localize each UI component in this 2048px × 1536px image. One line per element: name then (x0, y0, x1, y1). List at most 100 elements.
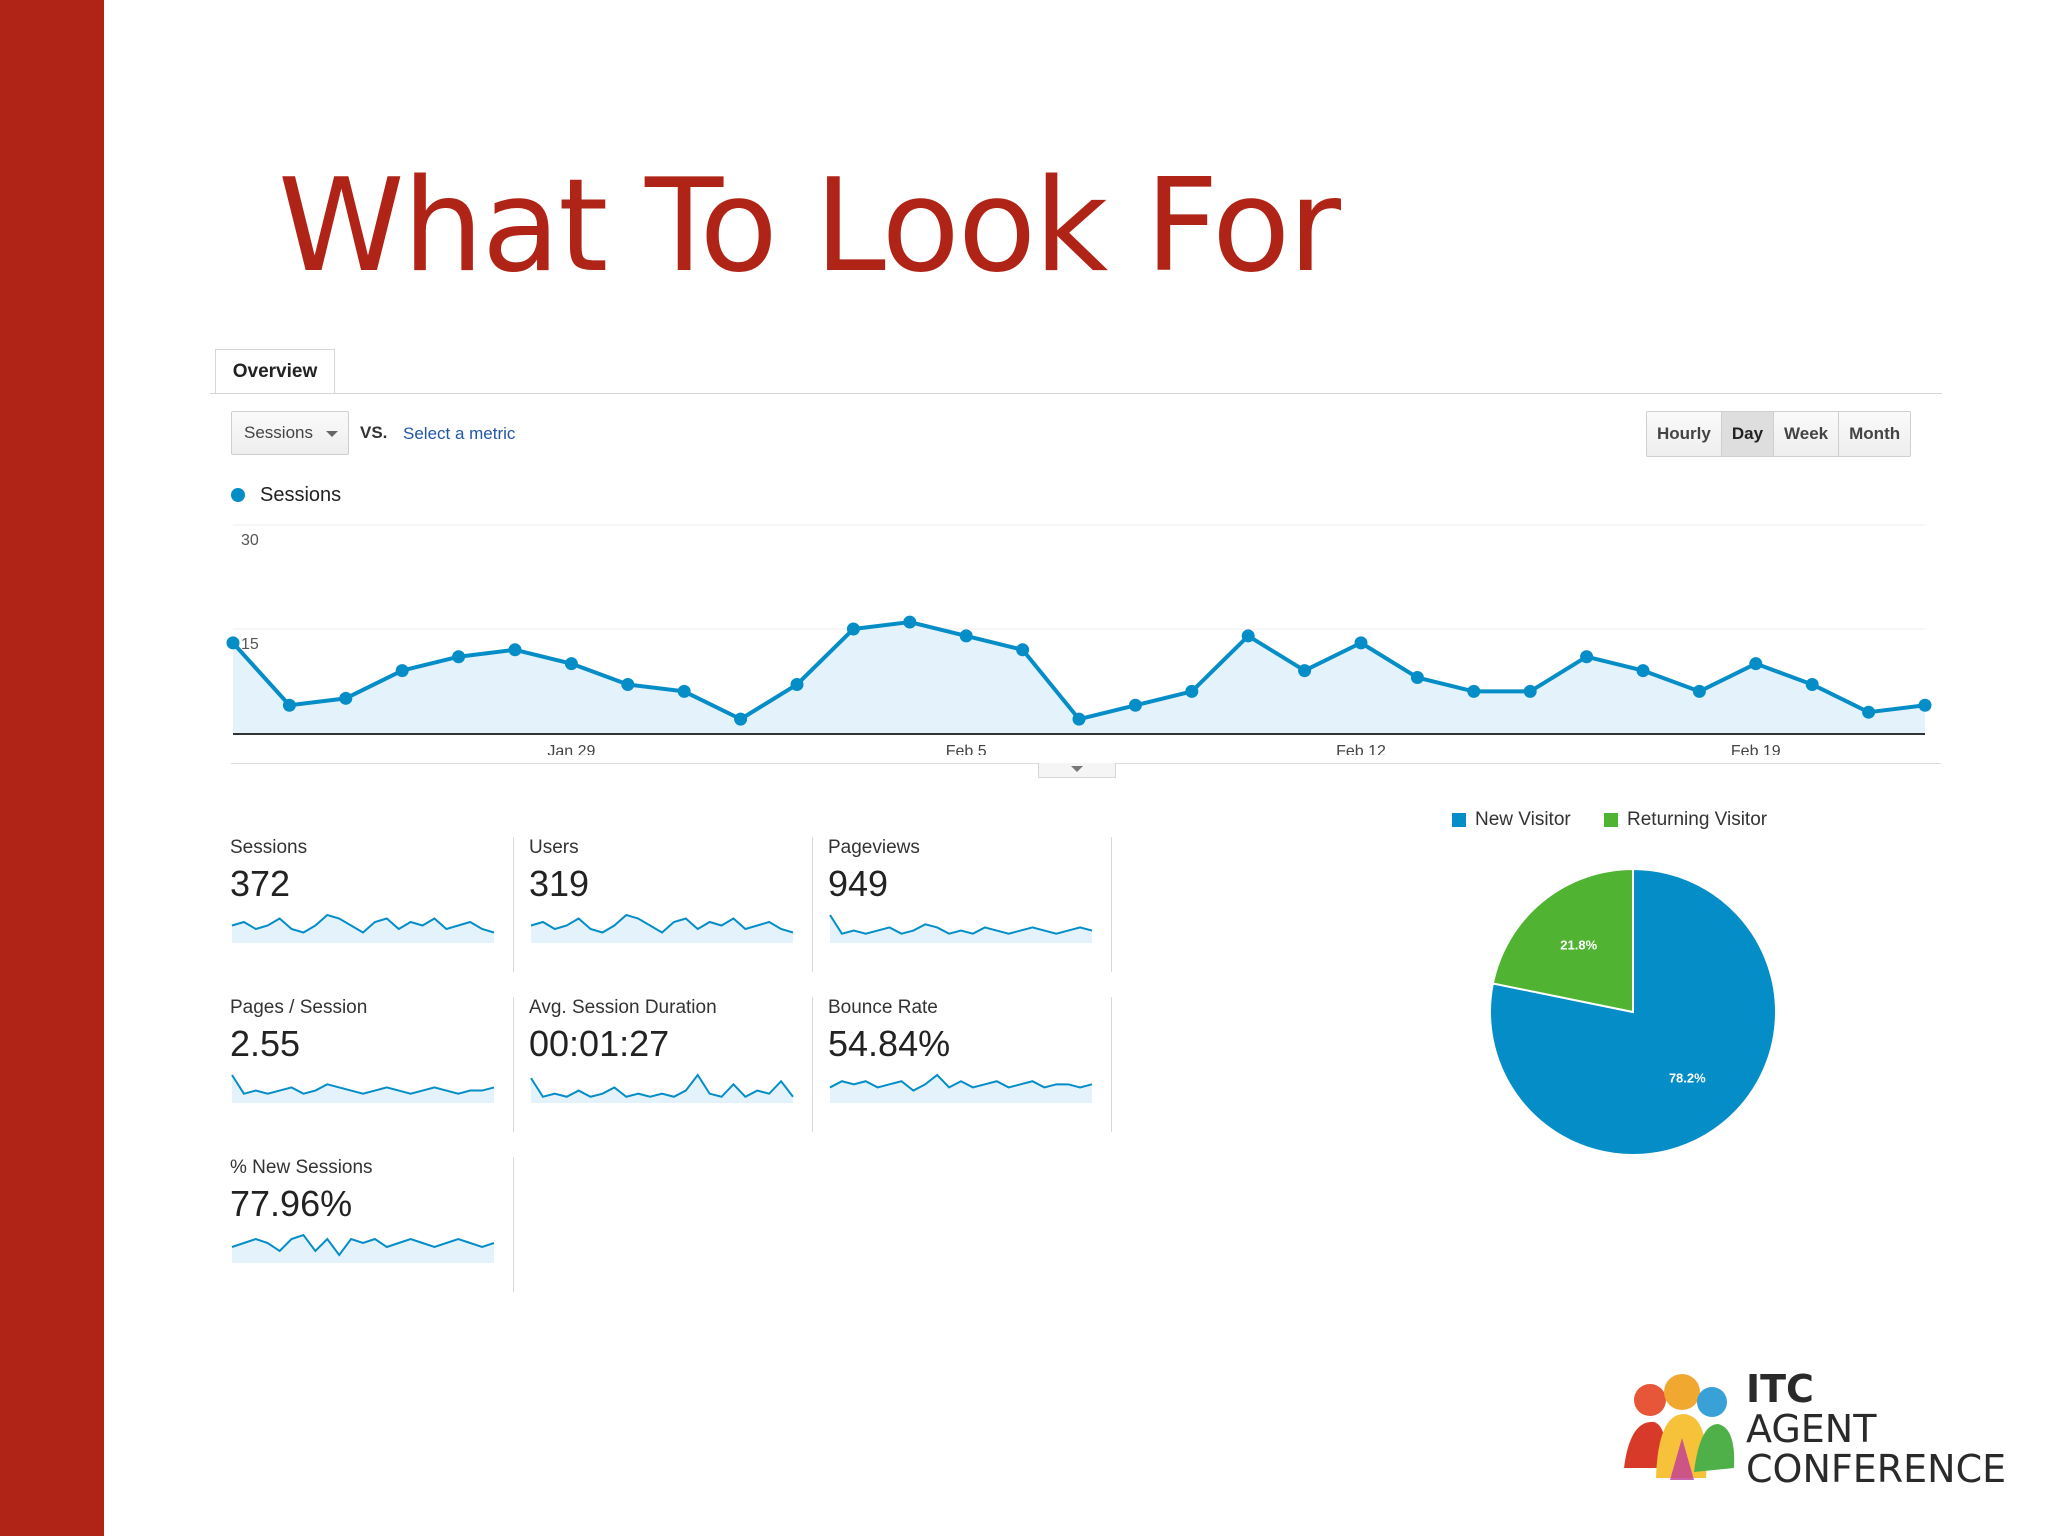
select-metric-link[interactable]: Select a metric (403, 424, 516, 443)
sessions-point (452, 650, 466, 664)
metric-label: Avg. Session Duration (529, 997, 717, 1018)
logo-itc: ITC (1746, 1367, 1814, 1411)
y-tick-label: 15 (241, 636, 259, 653)
sessions-point (846, 622, 860, 636)
metric-sparkline (829, 914, 1093, 943)
sessions-point (1185, 684, 1199, 698)
visitor-pie-chart: 78.2% 21.8% (1489, 867, 1777, 1156)
sessions-point (903, 615, 917, 629)
sessions-point (790, 677, 804, 691)
sessions-line-chart: 30 15 Jan 29 Feb 5 Feb 12 Feb 19 (226, 524, 1932, 755)
sessions-point (1467, 684, 1481, 698)
sessions-area (233, 622, 1925, 733)
metric-sparkline (231, 913, 495, 943)
sessions-point (1298, 664, 1312, 678)
metric-divider (812, 837, 813, 972)
metric-card[interactable]: Users 319 (529, 837, 819, 965)
sessions-point (1749, 657, 1763, 671)
metric-value: 2.55 (230, 1023, 301, 1064)
metric-value: 949 (828, 863, 889, 904)
metric-sparkline (530, 913, 794, 943)
period-day-button[interactable]: Day (1720, 412, 1774, 456)
sessions-point (1072, 712, 1086, 726)
sparkline-line (829, 1073, 1093, 1092)
slide-title: What To Look For (278, 152, 1341, 301)
sessions-point (677, 684, 691, 698)
conference-logo-text: ITC AGENT CONFERENCE (1746, 1370, 2006, 1488)
sparkline-line (530, 913, 794, 934)
logo-agent: AGENT (1746, 1407, 1877, 1451)
sessions-point (1805, 677, 1819, 691)
sessions-point (1918, 698, 1932, 712)
sessions-point (1862, 705, 1876, 719)
period-selector: Hourly Day Week Month (1646, 411, 1912, 457)
metric-value: 372 (230, 863, 291, 904)
metric-label: Sessions (230, 837, 308, 858)
metric-label: Bounce Rate (828, 997, 938, 1018)
metric-divider (812, 997, 813, 1132)
metric-card[interactable]: Pageviews 949 (828, 837, 1118, 965)
sessions-point (395, 664, 409, 678)
sessions-point (1636, 664, 1650, 678)
sessions-point (1128, 698, 1142, 712)
y-tick-label: 30 (241, 532, 259, 549)
metric-sparkline (231, 1074, 495, 1103)
x-tick-label: Feb 12 (1336, 743, 1386, 755)
sparkline-area (830, 915, 1092, 943)
chevron-down-icon (1071, 766, 1083, 772)
sessions-point (508, 643, 522, 657)
metric-label: Users (529, 837, 579, 858)
metric-sparkline (231, 1233, 495, 1263)
metric-label: Pages / Session (230, 997, 368, 1018)
sessions-point (1016, 643, 1030, 657)
metric-sparkline (829, 1073, 1093, 1103)
sparkline-line (530, 1073, 794, 1099)
metric-card[interactable]: Pages / Session 2.55 (230, 997, 520, 1125)
sparkline-line (231, 1233, 495, 1257)
metric-card[interactable]: % New Sessions 77.96% (230, 1157, 520, 1285)
x-tick-label: Jan 29 (547, 743, 595, 755)
pie-slice (1489, 867, 1777, 1156)
metric-value: 00:01:27 (529, 1023, 670, 1064)
pie-legend-returning: Returning Visitor (1604, 809, 1767, 831)
period-week-button[interactable]: Week (1773, 412, 1839, 456)
pie-legend-new-label: New Visitor (1475, 809, 1571, 830)
chevron-down-icon (326, 431, 338, 437)
metric-select[interactable]: Sessions (231, 411, 349, 455)
sparkline-area (232, 915, 494, 943)
metric-divider (1111, 837, 1112, 972)
sessions-point (1523, 684, 1537, 698)
metric-card[interactable]: Sessions 372 (230, 837, 520, 965)
chart-expand-toggle[interactable] (1038, 763, 1116, 778)
metric-divider (513, 837, 514, 972)
sessions-point (339, 691, 353, 705)
sessions-point (282, 698, 296, 712)
period-hourly-button[interactable]: Hourly (1647, 412, 1721, 456)
metric-card[interactable]: Bounce Rate 54.84% (828, 997, 1118, 1125)
pie-legend-new: New Visitor (1452, 809, 1571, 831)
sessions-point (959, 629, 973, 643)
sessions-point (1410, 671, 1424, 685)
metric-divider (513, 997, 514, 1132)
sparkline-area (531, 915, 793, 943)
metric-label: Pageviews (828, 837, 920, 858)
metric-sparkline (530, 1073, 794, 1103)
period-month-button[interactable]: Month (1838, 412, 1911, 456)
sparkline-area (531, 1075, 793, 1103)
tab-overview[interactable]: Overview (215, 349, 335, 394)
x-tick-label: Feb 5 (946, 743, 987, 755)
metric-divider (513, 1157, 514, 1292)
sparkline-line (829, 914, 1093, 935)
metric-label: % New Sessions (230, 1157, 373, 1178)
sessions-point (1241, 629, 1255, 643)
x-tick-label: Feb 19 (1731, 743, 1781, 755)
metric-divider (1111, 997, 1112, 1132)
red-sidebar-bar (0, 0, 104, 1536)
returning-visitor-swatch (1604, 813, 1618, 827)
sparkline-area (232, 1235, 494, 1263)
sessions-point (1580, 650, 1594, 664)
new-visitor-swatch (1452, 813, 1466, 827)
metric-card[interactable]: Avg. Session Duration 00:01:27 (529, 997, 819, 1125)
sessions-legend-marker (231, 488, 245, 502)
pie-slice-label: 78.2% (1669, 1070, 1706, 1085)
